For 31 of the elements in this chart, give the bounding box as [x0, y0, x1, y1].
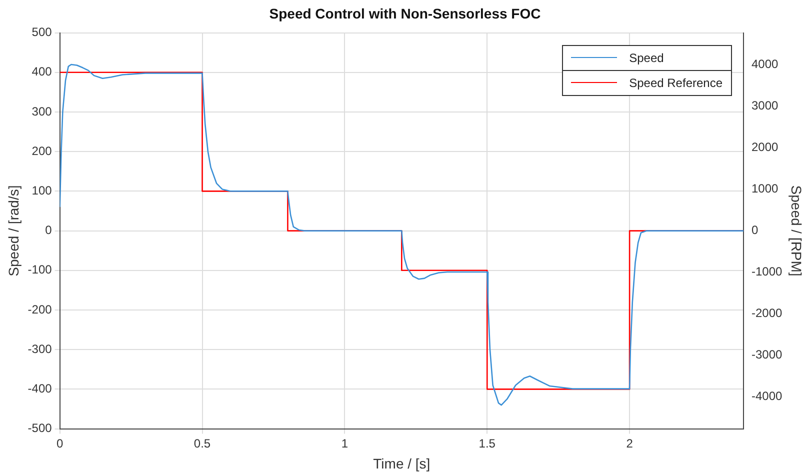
y2-tick-label: 1000	[752, 182, 779, 196]
y-tick-label: 0	[45, 223, 52, 238]
y2-tick-label: -3000	[752, 348, 783, 362]
y-tick-label: -100	[28, 262, 52, 277]
x-tick-label: 2	[626, 436, 634, 450]
y2-tick-label: -2000	[752, 306, 783, 320]
y-tick-label: -400	[28, 382, 52, 396]
y-tick-label: 200	[32, 144, 52, 158]
y-tick-label: -200	[28, 302, 52, 316]
y2-tick-label: 2000	[752, 140, 779, 154]
legend-label: Speed Reference	[629, 76, 723, 90]
x-tick-label: 0	[56, 436, 64, 450]
legend-label: Speed	[629, 50, 664, 65]
y-axis-title: Speed / [rad/s]	[5, 185, 22, 276]
x-tick-label: 1.5	[478, 436, 496, 450]
y2-tick-label: 0	[752, 223, 759, 238]
y-tick-label: 400	[32, 64, 52, 79]
y-tick-label: -300	[28, 342, 52, 356]
y-tick-label: 500	[32, 25, 52, 40]
y-tick-label: 300	[32, 104, 52, 118]
y2-axis-title: Speed / [RPM]	[788, 185, 805, 276]
y2-tick-label: 3000	[752, 98, 779, 113]
x-tick-label: 0.5	[194, 436, 211, 450]
x-tick-label: 1	[341, 436, 348, 450]
y-tick-label: 100	[32, 184, 52, 198]
chart-title: Speed Control with Non-Sensorless FOC	[269, 5, 541, 22]
y-tick-label: -500	[28, 421, 52, 436]
y2-tick-label: -1000	[752, 264, 783, 279]
y2-tick-label: -4000	[752, 388, 783, 403]
y2-tick-label: 4000	[752, 57, 779, 72]
x-axis-title: Time / [s]	[373, 455, 430, 472]
